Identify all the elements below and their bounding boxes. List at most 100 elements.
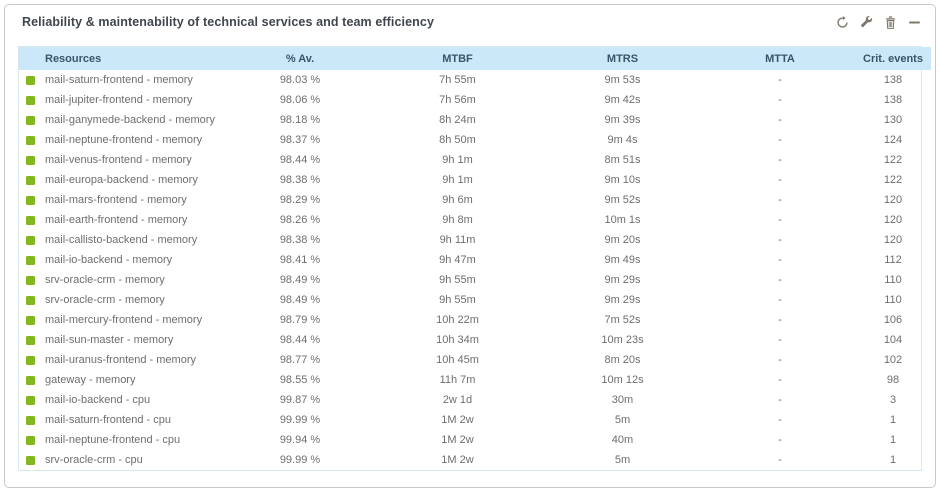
table-row[interactable]: mail-neptune-frontend - memory 98.37 % 8h … [19, 130, 931, 150]
availability-cell: 98.29 % [279, 194, 321, 206]
mtrs-cell: 9m 39s [604, 114, 641, 126]
crit_events-cell: 104 [883, 334, 903, 346]
status-ok-icon [26, 315, 35, 325]
column-header-resource[interactable]: Resources [45, 47, 225, 70]
mtta-cell: - [778, 154, 782, 166]
minimize-icon[interactable] [908, 16, 921, 29]
mtbf-cell: 10h 22m [436, 314, 479, 326]
table-row[interactable]: mail-saturn-frontend - memory 98.03 % 7h 5… [19, 70, 931, 90]
mtbf-cell: 9h 55m [439, 294, 476, 306]
mtrs-cell: 9m 20s [604, 234, 641, 246]
mtta-cell: - [778, 134, 782, 146]
crit_events-cell: 1 [889, 414, 897, 426]
table-row[interactable]: mail-callisto-backend - memory 98.38 % 9h … [19, 230, 931, 250]
status-ok-icon [26, 175, 35, 185]
status-cell [19, 190, 45, 210]
status-cell [19, 290, 45, 310]
resource-cell: mail-sun-master - memory [45, 334, 174, 346]
table-row[interactable]: mail-ganymede-backend - memory 98.18 % 8h … [19, 110, 931, 130]
mtbf-cell: 9h 11m [439, 234, 476, 246]
status-cell [19, 250, 45, 270]
refresh-icon[interactable] [836, 16, 849, 29]
mtbf-cell: 7h 56m [439, 94, 476, 106]
mtrs-cell: 9m 52s [604, 194, 641, 206]
resource-cell: mail-earth-frontend - memory [45, 214, 188, 226]
mtrs-cell: 10m 12s [601, 374, 644, 386]
resource-cell: mail-callisto-backend - memory [45, 234, 198, 246]
crit_events-cell: 120 [883, 234, 903, 246]
status-ok-icon [26, 195, 35, 205]
table-row[interactable]: mail-sun-master - memory 98.44 % 10h 34m 10… [19, 330, 931, 350]
table-row[interactable]: mail-europa-backend - memory 98.38 % 9h 1m… [19, 170, 931, 190]
crit_events-cell: 130 [883, 114, 903, 126]
status-ok-icon [26, 395, 35, 405]
mtrs-cell: 40m [611, 434, 634, 446]
status-cell [19, 430, 45, 450]
column-header-mtta[interactable]: MTTA [705, 47, 855, 70]
availability-cell: 98.77 % [279, 354, 321, 366]
resource-cell: mail-io-backend - memory [45, 254, 173, 266]
mtbf-cell: 8h 50m [439, 134, 476, 146]
crit_events-cell: 110 [884, 294, 902, 306]
table-row[interactable]: mail-saturn-frontend - cpu 99.99 % 1M 2w 5m… [19, 410, 931, 430]
mtrs-cell: 9m 10s [604, 174, 641, 186]
status-ok-icon [26, 375, 35, 385]
table-row[interactable]: mail-venus-frontend - memory 98.44 % 9h 1m… [19, 150, 931, 170]
mtrs-cell: 9m 29s [604, 274, 641, 286]
status-ok-icon [26, 415, 35, 425]
table-row[interactable]: mail-jupiter-frontend - memory 98.06 % 7h … [19, 90, 931, 110]
mtbf-cell: 9h 1m [442, 174, 473, 186]
column-header-crit_events[interactable]: Crit. events [855, 47, 931, 70]
table-row[interactable]: srv-oracle-crm - cpu 99.99 % 1M 2w 5m - 1 [19, 450, 931, 470]
mtrs-cell: 5m [614, 454, 631, 466]
wrench-icon[interactable] [860, 16, 873, 29]
crit_events-cell: 1 [889, 454, 897, 466]
crit_events-cell: 110 [884, 274, 902, 286]
crit_events-cell: 120 [883, 194, 903, 206]
column-header-mtrs[interactable]: MTRS [540, 47, 705, 70]
crit_events-cell: 3 [889, 394, 897, 406]
mtta-cell: - [778, 194, 782, 206]
resource-cell: gateway - memory [45, 374, 136, 386]
crit_events-cell: 138 [883, 94, 903, 106]
status-cell [19, 390, 45, 410]
resource-cell: mail-europa-backend - memory [45, 174, 198, 186]
table-row[interactable]: mail-io-backend - memory 98.41 % 9h 47m 9m … [19, 250, 931, 270]
table-row[interactable]: mail-uranus-frontend - memory 98.77 % 10h … [19, 350, 931, 370]
table-row[interactable]: srv-oracle-crm - memory 98.49 % 9h 55m 9m 2… [19, 290, 931, 310]
status-cell [19, 110, 45, 130]
resource-cell: mail-uranus-frontend - memory [45, 354, 196, 366]
status-cell [19, 230, 45, 250]
table-row[interactable]: srv-oracle-crm - memory 98.49 % 9h 55m 9m 2… [19, 270, 931, 290]
status-cell [19, 310, 45, 330]
status-ok-icon [26, 115, 35, 125]
mtta-cell: - [778, 114, 782, 126]
mtbf-cell: 10h 34m [436, 334, 479, 346]
mtbf-cell: 9h 55m [439, 274, 476, 286]
table-row[interactable]: mail-mars-frontend - memory 98.29 % 9h 6m 9… [19, 190, 931, 210]
column-header-mtbf[interactable]: MTBF [375, 47, 540, 70]
availability-cell: 98.79 % [279, 314, 321, 326]
availability-cell: 98.55 % [279, 374, 321, 386]
table-row[interactable]: mail-earth-frontend - memory 98.26 % 9h 8m… [19, 210, 931, 230]
resource-cell: srv-oracle-crm - memory [45, 294, 165, 306]
availability-cell: 98.26 % [279, 214, 321, 226]
resource-cell: mail-io-backend - cpu [45, 394, 151, 406]
crit_events-cell: 106 [883, 314, 903, 326]
table-row[interactable]: mail-io-backend - cpu 99.87 % 2w 1d 30m - 3 [19, 390, 931, 410]
table-row[interactable]: gateway - memory 98.55 % 11h 7m 10m 12s - 98 [19, 370, 931, 390]
availability-cell: 98.49 % [279, 274, 321, 286]
mtbf-cell: 7h 55m [439, 74, 476, 86]
column-header-availability[interactable]: % Av. [225, 47, 375, 70]
table-row[interactable]: mail-mercury-frontend - memory 98.79 % 10h… [19, 310, 931, 330]
mtbf-cell: 1M 2w [441, 434, 474, 446]
table-row[interactable]: mail-neptune-frontend - cpu 99.94 % 1M 2w 4… [19, 430, 931, 450]
status-cell [19, 370, 45, 390]
trash-icon[interactable] [884, 16, 897, 29]
availability-cell: 98.44 % [279, 154, 321, 166]
mtta-cell: - [778, 254, 782, 266]
status-cell [19, 90, 45, 110]
status-cell [19, 410, 45, 430]
mtbf-cell: 2w 1d [442, 394, 473, 406]
status-cell [19, 450, 45, 470]
